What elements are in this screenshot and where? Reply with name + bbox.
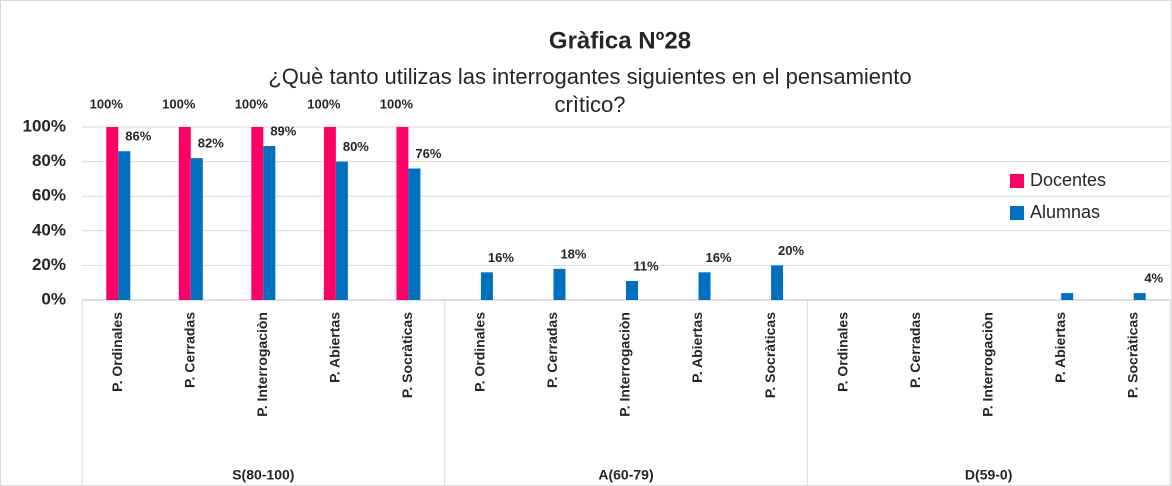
data-label: 100%	[162, 96, 196, 111]
bar	[771, 265, 784, 300]
y-tick-label: 40%	[32, 220, 66, 239]
data-label: 16%	[488, 250, 514, 265]
x-tick-label: P. Ordinales	[472, 312, 488, 392]
group-label: A(60-79)	[598, 467, 653, 483]
data-label: 89%	[270, 123, 296, 138]
bar	[263, 146, 276, 300]
data-label: 18%	[560, 246, 586, 261]
bar	[335, 161, 348, 300]
bar	[396, 127, 409, 300]
x-tick-label: P. Socràticas	[762, 312, 778, 398]
bar	[118, 151, 131, 300]
x-tick-label: P. Socràticas	[1124, 312, 1140, 398]
legend-swatch	[1010, 206, 1024, 220]
data-label: 76%	[415, 146, 441, 161]
chart-title: Gràfica Nº28	[549, 27, 691, 54]
y-tick-label: 0%	[41, 289, 66, 308]
x-tick-label: P. Abiertas	[1052, 312, 1068, 383]
data-label: 100%	[307, 96, 341, 111]
x-tick-label: P. Ordinales	[834, 312, 850, 392]
data-label: 80%	[343, 139, 369, 154]
data-label: 100%	[235, 96, 269, 111]
x-tick-label: P. Abiertas	[327, 312, 343, 383]
x-tick-label: P. Interrogaciòn	[254, 312, 270, 417]
x-tick-label: P. Interrogaciòn	[617, 312, 633, 417]
y-tick-label: 80%	[32, 151, 66, 170]
bar	[178, 127, 191, 300]
group-label: S(80-100)	[232, 467, 294, 483]
y-tick-label: 20%	[32, 255, 66, 274]
data-label: 11%	[633, 258, 659, 273]
group-label: D(59-0)	[965, 467, 1012, 483]
x-tick-label: P. Socràticas	[399, 312, 415, 398]
x-tick-label: P. Ordinales	[109, 312, 125, 392]
legend-swatch	[1010, 174, 1024, 188]
bar	[190, 158, 203, 300]
bar	[323, 127, 336, 300]
data-label: 86%	[125, 129, 151, 144]
data-label: 16%	[706, 250, 732, 265]
bar	[251, 127, 264, 300]
y-tick-label: 100%	[23, 116, 66, 135]
x-tick-label: P. Abiertas	[689, 312, 705, 383]
bar	[1061, 293, 1074, 300]
x-tick-label: P. Cerradas	[907, 312, 923, 388]
bar	[698, 272, 711, 300]
bar	[626, 280, 638, 300]
chart-subtitle: ¿Què tanto utilizas las interrogantes si…	[268, 64, 911, 89]
x-tick-label: P. Cerradas	[544, 312, 560, 388]
x-tick-label: P. Interrogaciòn	[979, 312, 995, 417]
bar	[553, 268, 566, 300]
bar	[408, 168, 421, 300]
data-label: 4%	[1144, 271, 1163, 286]
y-tick-label: 60%	[32, 186, 66, 205]
legend-label: Alumnas	[1030, 202, 1100, 222]
x-tick-label: P. Cerradas	[182, 312, 198, 388]
bar	[106, 127, 119, 300]
data-label: 20%	[778, 243, 804, 258]
bar	[480, 272, 493, 300]
legend-label: Docentes	[1030, 170, 1106, 190]
chart-subtitle: crìtico?	[555, 92, 626, 117]
bar	[1133, 293, 1146, 300]
data-label: 100%	[380, 96, 414, 111]
data-label: 82%	[198, 136, 224, 151]
data-label: 100%	[90, 96, 124, 111]
